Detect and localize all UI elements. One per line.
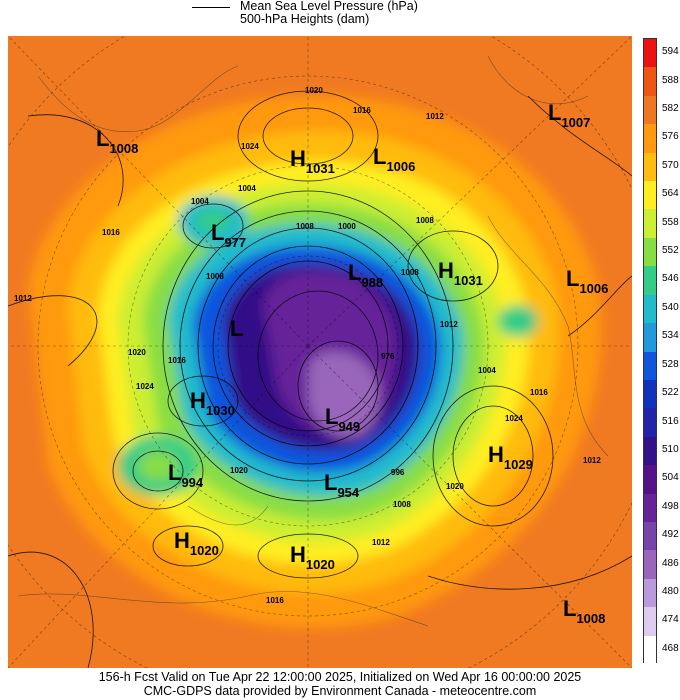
isobar-label: 1024 xyxy=(136,382,154,391)
colorbar-tick-label: 576 xyxy=(662,131,679,143)
forecast-valid-line: 156-h Fcst Valid on Tue Apr 22 12:00:00 … xyxy=(98,670,582,684)
colorbar-swatch xyxy=(644,39,656,68)
colorbar-swatch xyxy=(644,578,656,608)
isobar-label: 1020 xyxy=(446,482,464,491)
colorbar-tick-label: 540 xyxy=(662,301,679,313)
colorbar-tick-label: 534 xyxy=(662,330,679,342)
isobar-label: 1024 xyxy=(241,142,259,151)
colorbar-swatch xyxy=(644,294,656,324)
isobar-label: 1020 xyxy=(230,466,248,475)
colorbar-swatch xyxy=(644,436,656,466)
pressure-center-high: H1031 xyxy=(438,258,483,289)
isobar-label: 1008 xyxy=(393,500,411,509)
colorbar-swatch xyxy=(644,95,656,125)
colorbar-tick-label: 516 xyxy=(662,415,679,427)
isobar-label: 1008 xyxy=(296,222,314,231)
isobar-label: 1016 xyxy=(353,106,371,115)
colorbar-swatch xyxy=(644,351,656,381)
isobar-label: 1004 xyxy=(478,366,496,375)
colorbar-swatch xyxy=(644,181,656,210)
colorbar-swatch xyxy=(644,237,656,267)
pressure-center-low: L1006 xyxy=(373,144,416,175)
map-field xyxy=(8,36,632,668)
pressure-center-high: H1030 xyxy=(190,388,235,419)
pressure-center-low: L1007 xyxy=(548,100,591,131)
isobar-label: 1020 xyxy=(305,86,323,95)
isobar-label: 1016 xyxy=(266,596,284,605)
colorbar-tick-label: 594 xyxy=(662,46,679,58)
colorbar-tick-label: 474 xyxy=(662,614,679,626)
colorbar-swatch xyxy=(644,152,656,182)
data-credit-line: CMC-GDPS data provided by Environment Ca… xyxy=(143,684,537,698)
isobar-label: 1004 xyxy=(238,184,256,193)
isobar-label: 1012 xyxy=(426,112,444,121)
colorbar-swatch xyxy=(644,209,656,239)
colorbar-tick-label: 588 xyxy=(662,74,679,86)
isobar-label: 1024 xyxy=(505,414,523,423)
colorbar-swatch xyxy=(644,550,656,580)
colorbar-swatch xyxy=(644,635,656,665)
colorbar-swatch xyxy=(644,266,656,296)
legend-heights-label: 500-hPa Heights (dam) xyxy=(240,12,370,26)
colorbar-tick-label: 504 xyxy=(662,472,679,484)
colorbar-tick-label: 546 xyxy=(662,273,679,285)
pressure-center-high: H1029 xyxy=(488,442,533,473)
isobar-label: 1004 xyxy=(191,197,209,206)
isobar-label: 976 xyxy=(381,352,395,361)
colorbar-tick-label: 498 xyxy=(662,500,679,512)
colorbar-swatch xyxy=(644,493,656,523)
colorbar-swatch xyxy=(644,379,656,409)
colorbar-swatch xyxy=(644,607,656,637)
colorbar-tick-label: 528 xyxy=(662,358,679,370)
isobar-label: 1020 xyxy=(128,348,146,357)
colorbar-tick-label: 480 xyxy=(662,585,679,597)
pressure-center-low: L988 xyxy=(348,260,384,291)
pressure-center-low: L954 xyxy=(324,470,360,501)
colorbar-tick-label: 492 xyxy=(662,529,679,541)
pressure-center-low: L977 xyxy=(211,220,247,251)
pressure-center-high: H1031 xyxy=(290,146,335,177)
colorbar-swatch xyxy=(644,408,656,438)
isobar-label: 1012 xyxy=(440,320,458,329)
pressure-center-high: H1020 xyxy=(290,542,335,573)
pressure-center-low: L1008 xyxy=(96,126,139,157)
isobar-label: 1008 xyxy=(416,216,434,225)
pressure-center-low: L1008 xyxy=(563,596,606,627)
colorbar-tick-label: 564 xyxy=(662,188,679,200)
pressure-center-low: L949 xyxy=(325,404,361,435)
colorbar-swatch xyxy=(644,465,656,495)
pressure-center-high: H1020 xyxy=(174,528,219,559)
colorbar-tick-label: 468 xyxy=(662,642,679,654)
colorbar-swatch xyxy=(644,521,656,551)
pressure-center-low: L1006 xyxy=(566,266,609,297)
isobar-label: 1016 xyxy=(530,388,548,397)
colorbar-tick-label: 552 xyxy=(662,245,679,257)
colorbar-swatch xyxy=(644,323,656,352)
colorbar-tick-label: 558 xyxy=(662,216,679,228)
isobar-label: 1000 xyxy=(338,222,356,231)
isobar-label: 1016 xyxy=(102,228,120,237)
colorbar-swatch xyxy=(644,124,656,154)
colorbar-tick-label: 570 xyxy=(662,159,679,171)
colorbar-tick-label: 486 xyxy=(662,557,679,569)
isobar-label: 1012 xyxy=(372,538,390,547)
isobar-label: 996 xyxy=(391,468,405,477)
height-colorbar xyxy=(643,38,657,665)
weather-map: L1008 H1031 L1006 L1007 L977 H1031 L1006… xyxy=(8,36,632,668)
colorbar-tick-label: 510 xyxy=(662,443,679,455)
map-legend: Mean Sea Level Pressure (hPa) 500-hPa He… xyxy=(186,0,486,30)
isobar-label: 1012 xyxy=(583,456,601,465)
isobar-label: 1012 xyxy=(14,294,32,303)
colorbar-tick-label: 522 xyxy=(662,387,679,399)
pressure-center-low: L xyxy=(230,316,244,341)
colorbar-tick-label: 582 xyxy=(662,103,679,115)
isobar-label: 1008 xyxy=(206,272,224,281)
isobar-label: 1008 xyxy=(401,268,419,277)
pressure-center-low: L994 xyxy=(168,460,204,491)
isobar-label: 1016 xyxy=(168,356,186,365)
legend-mslp-label: Mean Sea Level Pressure (hPa) xyxy=(240,0,418,13)
legend-line-symbol xyxy=(192,7,230,8)
colorbar-swatch xyxy=(644,67,656,97)
